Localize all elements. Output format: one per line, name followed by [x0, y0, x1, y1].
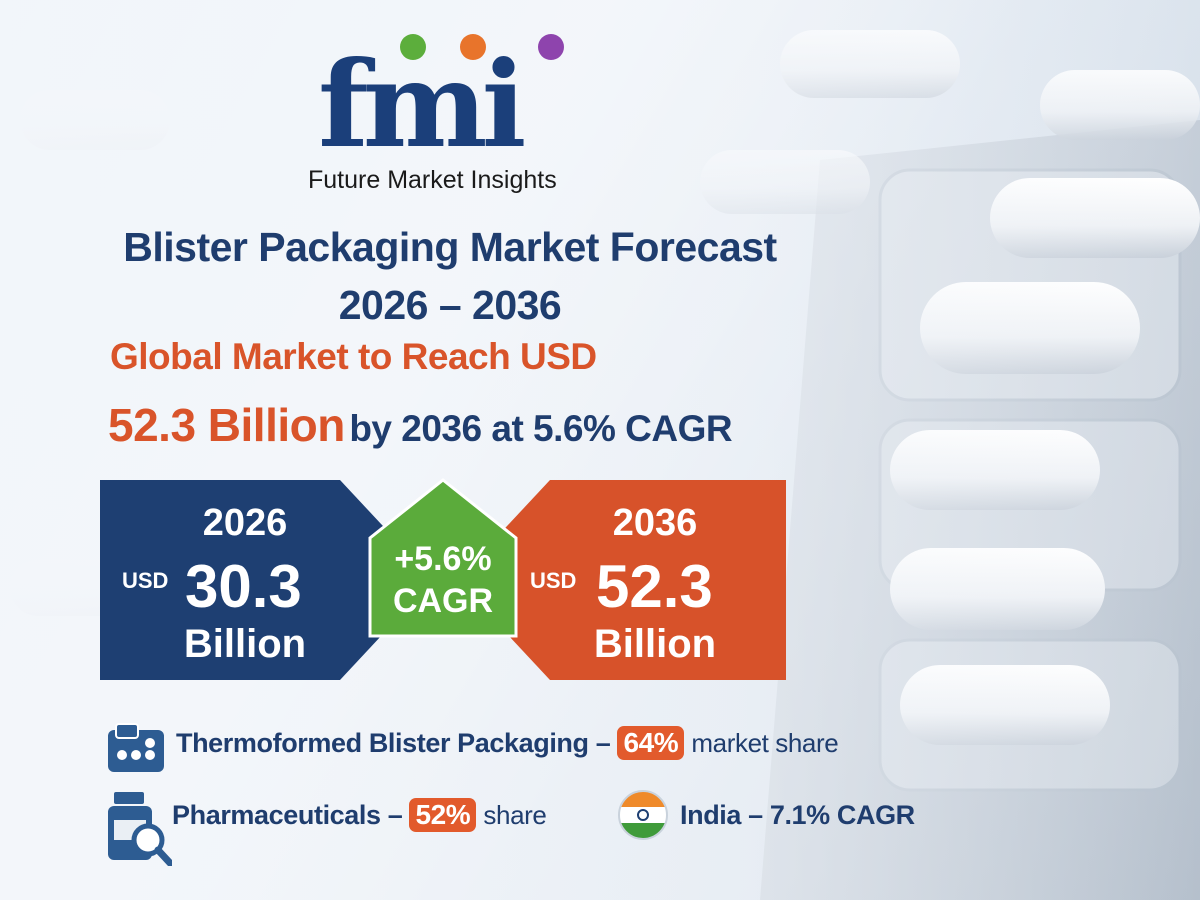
end-box-shape: [494, 480, 786, 680]
end-amount: 52.3: [596, 553, 713, 620]
feature-pharmaceuticals: Pharmaceuticals – 52% share: [172, 798, 547, 832]
end-year: 2036: [612, 502, 698, 544]
fmi-logo: fmi Future Market Insights: [300, 28, 610, 198]
start-value-box: 2026 USD 30.3 Billion: [100, 480, 390, 680]
feature-pharma-tail: share: [483, 800, 547, 830]
cagr-value: +5.6%: [394, 540, 492, 578]
logo-dot-purple: [538, 34, 564, 60]
feature-thermoformed-pct: 64%: [617, 726, 685, 760]
logo-dot-orange: [460, 34, 486, 60]
india-flag-icon: [618, 790, 668, 840]
feature-thermoformed-tail: market share: [691, 728, 839, 758]
blister-pack-icon: [108, 723, 164, 772]
end-currency: USD: [530, 568, 577, 593]
start-currency: USD: [122, 568, 169, 593]
logo-dot-green: [400, 34, 426, 60]
start-unit: Billion: [183, 622, 307, 666]
title-line-1: Blister Packaging Market Forecast: [123, 224, 777, 270]
cagr-arrow-icon: [368, 478, 518, 638]
subtitle-line-1: Global Market to Reach USD: [110, 336, 597, 377]
start-box-shape: [100, 480, 396, 680]
feature-india: India – 7.1% CAGR: [680, 800, 915, 830]
subtitle-rest: by 2036 at 5.6% CAGR: [349, 408, 733, 449]
feature-thermoformed-label: Thermoformed Blister Packaging –: [176, 728, 611, 758]
page-title: Blister Packaging Market Forecast 2026 –…: [110, 218, 790, 334]
feature-pharma-label: Pharmaceuticals –: [172, 800, 403, 830]
subtitle-highlight: 52.3 Billion: [108, 399, 345, 451]
start-year: 2026: [202, 502, 288, 544]
logo-tagline: Future Market Insights: [308, 166, 557, 194]
logo-letters: fmi: [318, 35, 526, 174]
cagr-badge: +5.6% CAGR: [368, 540, 518, 640]
feature-thermoformed: Thermoformed Blister Packaging – 64% mar…: [176, 726, 839, 760]
start-amount: 30.3: [185, 553, 302, 620]
feature-pharma-pct: 52%: [409, 798, 477, 832]
end-value-box: 2036 USD 52.3 Billion: [520, 480, 790, 680]
cagr-label: CAGR: [392, 582, 494, 620]
title-line-2: 2026 – 2036: [338, 282, 562, 328]
subtitle-line-2: 52.3 Billion by 2036 at 5.6% CAGR: [108, 398, 733, 452]
end-unit: Billion: [593, 622, 717, 666]
pill-bottle-magnifier-icon: [108, 792, 172, 866]
